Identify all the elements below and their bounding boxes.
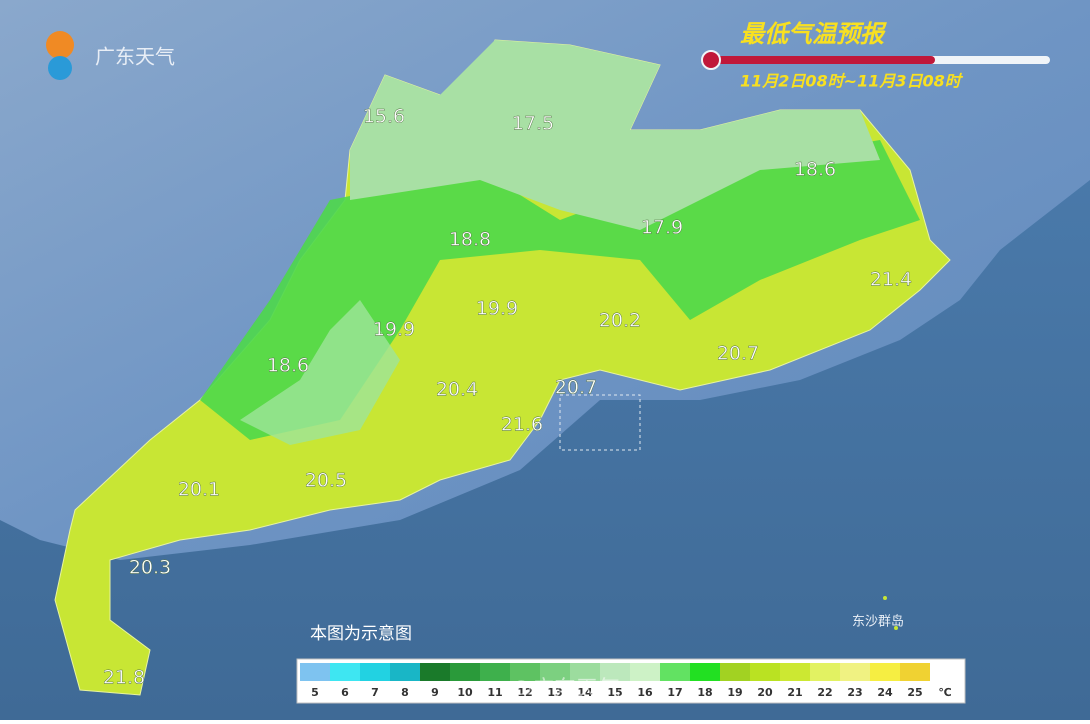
station-label: 20.5 bbox=[305, 470, 347, 492]
station-label: 18.8 bbox=[449, 229, 491, 251]
hk-macao-box bbox=[559, 394, 641, 451]
legend-swatch bbox=[390, 663, 420, 681]
legend-label: 20 bbox=[757, 686, 773, 699]
light-green-patch bbox=[240, 300, 400, 445]
station-label: 19.9 bbox=[476, 298, 518, 320]
note: 本图为示意图 bbox=[310, 624, 412, 644]
station-label: 15.6 bbox=[363, 106, 405, 128]
legend-label: 23 bbox=[847, 686, 862, 699]
legend-label: 7 bbox=[371, 686, 379, 699]
legend-label: 19 bbox=[727, 686, 742, 699]
logo-icon bbox=[46, 31, 74, 59]
green-zone bbox=[200, 140, 920, 440]
legend-label: 16 bbox=[637, 686, 653, 699]
station-label: 21.4 bbox=[870, 269, 912, 291]
legend-swatch bbox=[690, 663, 720, 681]
legend-label: 15 bbox=[607, 686, 622, 699]
legend-swatch bbox=[720, 663, 750, 681]
legend-swatch bbox=[540, 663, 570, 681]
legend-label: 12 bbox=[517, 686, 532, 699]
legend-swatch bbox=[360, 663, 390, 681]
legend-swatch bbox=[900, 663, 930, 681]
legend-label: 10 bbox=[457, 686, 473, 699]
legend-label: 11 bbox=[487, 686, 502, 699]
legend-swatch bbox=[420, 663, 450, 681]
legend-swatch bbox=[300, 663, 330, 681]
light-green-zone bbox=[350, 40, 880, 230]
station-label: 20.3 bbox=[129, 557, 171, 579]
island-label: 东沙群岛 bbox=[852, 614, 904, 630]
station-label: 17.5 bbox=[512, 113, 554, 135]
legend-swatch bbox=[840, 663, 870, 681]
legend-label: 8 bbox=[401, 686, 409, 699]
slider-fill bbox=[705, 56, 935, 64]
station-label: 18.6 bbox=[794, 159, 836, 181]
legend-swatch bbox=[780, 663, 810, 681]
logo-text: 广东天气 bbox=[95, 45, 175, 69]
legend-label: 24 bbox=[877, 686, 893, 699]
logo-icon bbox=[48, 56, 72, 80]
period: 11月2日08时~11月3日08时 bbox=[740, 72, 964, 91]
station-label: 19.9 bbox=[373, 319, 415, 341]
legend-label: 21 bbox=[787, 686, 802, 699]
legend-swatch bbox=[630, 663, 660, 681]
station-label: 20.7 bbox=[555, 377, 597, 399]
station-label: 20.2 bbox=[599, 310, 641, 332]
legend-swatch bbox=[510, 663, 540, 681]
legend-label: 5 bbox=[311, 686, 319, 699]
legend-swatch bbox=[870, 663, 900, 681]
station-label: 20.7 bbox=[717, 343, 759, 365]
legend-swatch bbox=[810, 663, 840, 681]
legend-label: 14 bbox=[577, 686, 593, 699]
legend-label: 9 bbox=[431, 686, 439, 699]
watermark: @广东天气 bbox=[510, 677, 620, 702]
title: 最低气温预报 bbox=[740, 20, 887, 48]
station-label: 21.6 bbox=[501, 414, 543, 436]
legend-swatch bbox=[750, 663, 780, 681]
legend-label: 13 bbox=[547, 686, 562, 699]
legend-swatch bbox=[570, 663, 600, 681]
legend-label: 22 bbox=[817, 686, 832, 699]
legend-label: 6 bbox=[341, 686, 349, 699]
legend-swatch bbox=[450, 663, 480, 681]
island bbox=[894, 626, 898, 630]
legend-label: 18 bbox=[697, 686, 712, 699]
station-label: 20.1 bbox=[178, 479, 220, 501]
legend-unit: ℃ bbox=[938, 686, 951, 699]
legend-label: 25 bbox=[907, 686, 922, 699]
station-label: 21.8 bbox=[103, 667, 145, 689]
station-label: 18.6 bbox=[267, 355, 309, 377]
legend-label: 17 bbox=[667, 686, 682, 699]
station-label: 20.4 bbox=[436, 379, 478, 401]
legend-swatch bbox=[660, 663, 690, 681]
legend-swatch bbox=[600, 663, 630, 681]
legend-swatch bbox=[480, 663, 510, 681]
slider-knob bbox=[701, 50, 721, 70]
legend-swatch bbox=[330, 663, 360, 681]
station-label: 17.9 bbox=[641, 217, 683, 239]
island bbox=[883, 596, 887, 600]
